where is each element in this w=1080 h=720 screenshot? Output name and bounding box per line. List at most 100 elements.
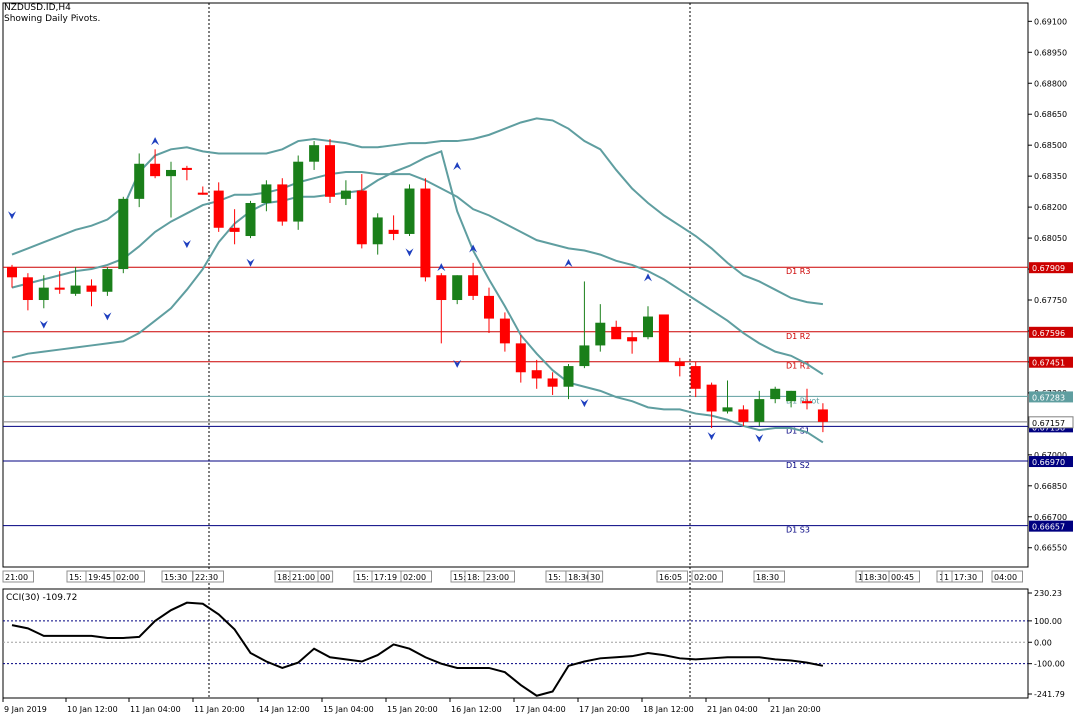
- session-tag-text: 1: [944, 573, 949, 582]
- candle-body: [7, 266, 17, 278]
- session-tag-text: 15:30: [164, 573, 187, 582]
- pivot-price-box: [1029, 520, 1073, 532]
- session-tag-box: [951, 570, 983, 583]
- pivot-price-box: [1029, 391, 1073, 403]
- pivot-label: D1 S2: [786, 461, 810, 470]
- candle-body: [134, 163, 145, 199]
- session-tag-text: 16:05: [659, 573, 682, 582]
- fractal-up-icon: [644, 273, 652, 282]
- fractal-down-icon: [707, 432, 716, 441]
- time-label: 11 Jan 20:00: [194, 705, 245, 714]
- candle-body: [547, 378, 558, 387]
- candle-body: [150, 163, 161, 177]
- pivot-price-text: 0.66657: [1032, 523, 1065, 532]
- candle-body: [102, 269, 113, 292]
- fractal-down-icon: [405, 248, 414, 257]
- fractal-down-icon: [580, 399, 589, 408]
- candle-body: [611, 326, 622, 340]
- pivot-price-text: 0.67909: [1032, 264, 1065, 273]
- price-tick-label: 0.68200: [1034, 203, 1067, 212]
- candle-body: [166, 169, 176, 177]
- candle-body: [706, 384, 717, 412]
- price-tick-label: 0.68950: [1034, 48, 1067, 57]
- session-tag-text: 18:: [467, 573, 480, 582]
- session-tag-box: [888, 570, 920, 583]
- session-tag-text: 30: [590, 573, 600, 582]
- price-tick-label: 0.68800: [1034, 79, 1067, 88]
- session-tag-box: [483, 570, 515, 583]
- session-tag-text: 15:: [548, 573, 561, 582]
- candle-body: [468, 275, 479, 296]
- candle-body: [388, 229, 399, 234]
- candle-body: [754, 399, 765, 422]
- session-tag-text: 04:00: [994, 573, 1017, 582]
- indicator-note: Showing Daily Pivots.: [4, 14, 101, 24]
- cci-tick-label: -100.00: [1034, 660, 1065, 669]
- fractal-down-icon: [8, 211, 16, 220]
- candle-body: [277, 184, 288, 222]
- cci-label: CCI(30) -109.72: [6, 593, 78, 603]
- candle-body: [722, 407, 733, 412]
- candle-body: [70, 285, 81, 294]
- candle-body: [627, 337, 638, 342]
- pivot-price-box: [1029, 262, 1073, 274]
- time-label: 18 Jan 12:00: [643, 705, 694, 714]
- cci-tick-label: 230.23: [1034, 589, 1062, 598]
- session-tag-box: [753, 570, 785, 583]
- price-tick-label: 0.68500: [1034, 141, 1067, 150]
- session-tag-text: 18:30: [568, 573, 591, 582]
- pivot-price-box: [1029, 456, 1073, 468]
- candle-body: [595, 322, 606, 346]
- session-tag-box: [113, 570, 145, 583]
- current-price-text: 0.67157: [1032, 419, 1065, 428]
- candle-body: [356, 190, 367, 245]
- session-tag-box: [192, 570, 224, 583]
- candle-body: [499, 318, 510, 344]
- pivot-price-text: 0.67596: [1032, 329, 1065, 338]
- pivot-label: D1 R2: [786, 332, 810, 341]
- price-tick-label: 0.67000: [1034, 451, 1067, 460]
- candle-body: [340, 190, 351, 199]
- band-middle: [11, 171, 824, 376]
- price-tick-label: 0.68050: [1034, 234, 1067, 243]
- session-tag-box: [991, 570, 1023, 583]
- time-label: 17 Jan 20:00: [579, 705, 630, 714]
- session-tag-text: 17:19: [374, 573, 397, 582]
- pivot-label: D1 R1: [786, 362, 810, 371]
- time-label: 11 Jan 04:00: [130, 705, 181, 714]
- time-label: 17 Jan 04:00: [515, 705, 566, 714]
- candle-body: [181, 167, 192, 170]
- candle-body: [372, 217, 383, 245]
- candle-body: [579, 345, 590, 367]
- candle-body: [452, 275, 463, 301]
- candle-body: [420, 188, 431, 278]
- candle-body: [770, 388, 781, 400]
- session-tag-box: [317, 570, 334, 583]
- candle-body: [245, 202, 256, 237]
- fractal-up-icon: [453, 161, 462, 170]
- price-tick-label: 0.66550: [1034, 544, 1067, 553]
- candle-body: [786, 390, 797, 402]
- price-tick-label: 0.66850: [1034, 482, 1067, 491]
- session-tag-text: 02:00: [694, 573, 717, 582]
- price-tick-label: 0.68350: [1034, 172, 1067, 181]
- fractal-up-icon: [469, 244, 478, 253]
- fractal-up-icon: [151, 137, 160, 146]
- session-tag-text: 00: [320, 573, 330, 582]
- time-label: 14 Jan 12:00: [259, 705, 310, 714]
- candle-body: [309, 145, 320, 162]
- cci-tick-label: 100.00: [1034, 617, 1062, 626]
- session-tag-text: 22:30: [195, 573, 218, 582]
- main-frame: [2, 2, 1029, 568]
- session-tag-text: 18:: [277, 573, 290, 582]
- fractal-up-icon: [437, 263, 446, 272]
- session-tag-text: 15:: [356, 573, 369, 582]
- candle-body: [229, 227, 240, 232]
- fractal-down-icon: [246, 258, 255, 267]
- time-label: 16 Jan 12:00: [451, 705, 502, 714]
- candle-body: [515, 343, 526, 373]
- session-tag-text: 21:00: [5, 573, 28, 582]
- candle-body: [531, 370, 542, 379]
